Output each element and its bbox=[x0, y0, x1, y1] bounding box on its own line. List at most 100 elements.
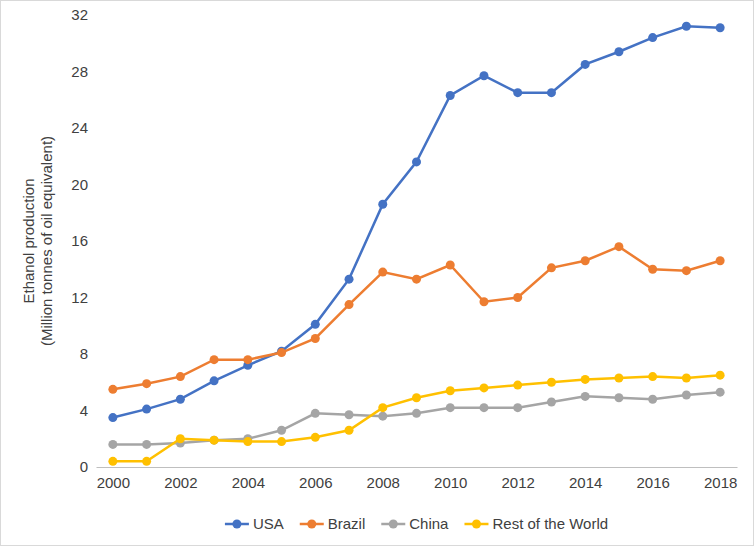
legend-marker bbox=[389, 520, 398, 529]
series-marker bbox=[311, 320, 320, 329]
legend-label: USA bbox=[253, 515, 284, 532]
series-marker bbox=[682, 374, 691, 383]
axis-line bbox=[96, 16, 97, 468]
tick-label: 2004 bbox=[232, 474, 265, 491]
x-axis: 2000200220042006200820102012201420162018 bbox=[97, 467, 738, 491]
series bbox=[108, 22, 724, 422]
tick: 2016 bbox=[636, 467, 669, 491]
tick: 2008 bbox=[367, 467, 400, 491]
tick: 32 bbox=[71, 6, 96, 23]
series-marker bbox=[277, 348, 286, 357]
series-marker bbox=[277, 426, 286, 435]
series-marker bbox=[716, 388, 725, 397]
series-marker bbox=[378, 200, 387, 209]
series-marker bbox=[142, 457, 151, 466]
series-marker bbox=[479, 403, 488, 412]
series-marker bbox=[311, 409, 320, 418]
tick-label: 2016 bbox=[636, 474, 669, 491]
legend-item: Rest of the World bbox=[464, 515, 608, 532]
series-marker bbox=[614, 47, 623, 56]
tick: 2018 bbox=[704, 467, 737, 491]
series-marker bbox=[378, 403, 387, 412]
series-marker bbox=[614, 374, 623, 383]
series-line bbox=[113, 392, 720, 444]
tick: 12 bbox=[71, 289, 96, 306]
series-marker bbox=[614, 242, 623, 251]
series-marker bbox=[142, 379, 151, 388]
series-marker bbox=[547, 88, 556, 97]
tick: 16 bbox=[71, 232, 96, 249]
series-marker bbox=[412, 393, 421, 402]
series-marker bbox=[108, 440, 117, 449]
series-marker bbox=[479, 297, 488, 306]
tick-label: 28 bbox=[71, 63, 88, 80]
y-axis: 0 4 8 12 16 20 24 28 32 bbox=[71, 6, 96, 475]
tick-label: 2002 bbox=[164, 474, 197, 491]
legend-label: China bbox=[409, 515, 449, 532]
tick: 24 bbox=[71, 119, 96, 136]
legend-item: USA bbox=[225, 515, 284, 532]
tick-label: 2010 bbox=[434, 474, 467, 491]
tick: 2006 bbox=[299, 467, 332, 491]
tick: 2004 bbox=[232, 467, 265, 491]
series-marker bbox=[513, 293, 522, 302]
axis-line bbox=[97, 467, 738, 468]
series-marker bbox=[176, 395, 185, 404]
tick: 8 bbox=[80, 345, 96, 362]
series-marker bbox=[682, 22, 691, 31]
series-marker bbox=[547, 378, 556, 387]
series-marker bbox=[345, 275, 354, 284]
series-marker bbox=[547, 263, 556, 272]
tick-label: 0 bbox=[80, 458, 88, 475]
chart: 2000200220042006200820102012201420162018… bbox=[0, 0, 754, 546]
series-marker bbox=[716, 256, 725, 265]
series-marker bbox=[176, 372, 185, 381]
series-marker bbox=[142, 440, 151, 449]
series-marker bbox=[108, 385, 117, 394]
series-marker bbox=[378, 268, 387, 277]
tick-label: 2006 bbox=[299, 474, 332, 491]
tick: 20 bbox=[71, 176, 96, 193]
series-marker bbox=[345, 410, 354, 419]
tick-label: 24 bbox=[71, 119, 88, 136]
series bbox=[108, 242, 724, 394]
series bbox=[108, 371, 724, 466]
tick: 2010 bbox=[434, 467, 467, 491]
tick-label: 2012 bbox=[502, 474, 535, 491]
legend-item: Brazil bbox=[300, 515, 366, 532]
series-marker bbox=[210, 376, 219, 385]
series-marker bbox=[648, 265, 657, 274]
tick-label: 2014 bbox=[569, 474, 602, 491]
series-marker bbox=[412, 157, 421, 166]
tick: 2012 bbox=[502, 467, 535, 491]
series-marker bbox=[479, 383, 488, 392]
tick: 2014 bbox=[569, 467, 602, 491]
series-marker bbox=[378, 412, 387, 421]
tick: 4 bbox=[80, 402, 96, 419]
series-marker bbox=[108, 413, 117, 422]
series-marker bbox=[648, 372, 657, 381]
series-marker bbox=[581, 60, 590, 69]
legend-marker bbox=[307, 520, 316, 529]
series-marker bbox=[412, 409, 421, 418]
series-marker bbox=[210, 436, 219, 445]
legend-marker bbox=[472, 520, 481, 529]
tick-label: 2018 bbox=[704, 474, 737, 491]
series-marker bbox=[716, 371, 725, 380]
series-marker bbox=[648, 33, 657, 42]
chart-frame bbox=[1, 1, 754, 546]
legend: USA Brazil China Rest of the World bbox=[225, 515, 608, 532]
series-line bbox=[113, 375, 720, 461]
legend-item: China bbox=[381, 515, 449, 532]
tick-label: 20 bbox=[71, 176, 88, 193]
series-marker bbox=[412, 275, 421, 284]
tick-label: 4 bbox=[80, 402, 88, 419]
legend-marker bbox=[232, 520, 241, 529]
series-marker bbox=[446, 403, 455, 412]
tick-label: 2008 bbox=[367, 474, 400, 491]
tick-label: 8 bbox=[80, 345, 88, 362]
tick-label: 12 bbox=[71, 289, 88, 306]
series-marker bbox=[581, 392, 590, 401]
series-marker bbox=[176, 434, 185, 443]
series-line bbox=[113, 247, 720, 390]
